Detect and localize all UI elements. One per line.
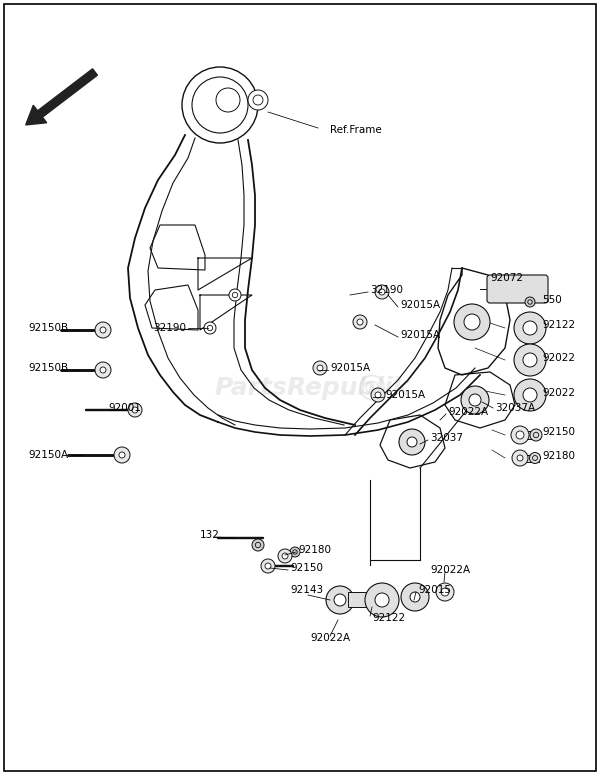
Text: 92150: 92150 <box>290 563 323 573</box>
Circle shape <box>469 394 481 406</box>
Circle shape <box>261 559 275 573</box>
Circle shape <box>530 453 541 463</box>
Circle shape <box>132 407 138 413</box>
Text: 92143: 92143 <box>290 585 323 595</box>
Circle shape <box>516 431 524 439</box>
Circle shape <box>365 583 399 617</box>
Text: 92122: 92122 <box>542 320 575 330</box>
Circle shape <box>204 322 216 334</box>
Text: 92072: 92072 <box>490 273 523 283</box>
Text: 92015A: 92015A <box>400 330 440 340</box>
Circle shape <box>514 379 546 411</box>
Circle shape <box>317 365 323 371</box>
Text: 92022A: 92022A <box>448 407 488 417</box>
Text: 92150B: 92150B <box>28 323 68 333</box>
Circle shape <box>514 312 546 344</box>
Circle shape <box>95 322 111 338</box>
FancyArrow shape <box>26 69 97 125</box>
Circle shape <box>517 455 523 461</box>
Bar <box>521 454 539 461</box>
Circle shape <box>278 549 292 563</box>
Circle shape <box>128 403 142 417</box>
Text: 92022A: 92022A <box>430 565 470 575</box>
Text: PartsRepublik: PartsRepublik <box>214 376 410 399</box>
Circle shape <box>256 542 260 548</box>
Circle shape <box>326 586 354 614</box>
Circle shape <box>441 588 449 596</box>
Text: 92022: 92022 <box>542 353 575 363</box>
Circle shape <box>454 304 490 340</box>
Circle shape <box>357 319 363 325</box>
Circle shape <box>114 447 130 463</box>
Text: 550: 550 <box>542 295 562 305</box>
Circle shape <box>182 67 258 143</box>
Circle shape <box>514 344 546 376</box>
Circle shape <box>252 539 264 551</box>
Text: 92150A: 92150A <box>28 450 68 460</box>
Text: 32037: 32037 <box>430 433 463 443</box>
Circle shape <box>232 292 238 298</box>
Text: 92022: 92022 <box>542 388 575 398</box>
Circle shape <box>119 452 125 458</box>
Text: 92150B: 92150B <box>28 363 68 373</box>
Circle shape <box>375 593 389 607</box>
Text: 132: 132 <box>200 530 220 540</box>
Circle shape <box>512 450 528 466</box>
Circle shape <box>375 285 389 299</box>
Circle shape <box>313 361 327 375</box>
Circle shape <box>290 547 300 557</box>
Circle shape <box>265 563 271 569</box>
Text: 92015: 92015 <box>418 585 451 595</box>
Circle shape <box>371 388 385 402</box>
Text: 92015A: 92015A <box>385 390 425 400</box>
Text: 92180: 92180 <box>298 545 331 555</box>
Bar <box>348 592 370 607</box>
Circle shape <box>334 594 346 606</box>
Circle shape <box>525 297 535 307</box>
Circle shape <box>407 437 417 447</box>
Circle shape <box>208 326 212 331</box>
Bar <box>520 431 540 439</box>
Circle shape <box>100 327 106 333</box>
Text: 32037A: 32037A <box>495 403 535 413</box>
Circle shape <box>192 77 248 133</box>
Circle shape <box>100 367 106 373</box>
Circle shape <box>379 289 385 295</box>
Circle shape <box>248 90 268 110</box>
Circle shape <box>533 456 538 460</box>
Circle shape <box>410 592 420 602</box>
Text: 92022A: 92022A <box>310 633 350 643</box>
Circle shape <box>293 549 297 554</box>
Circle shape <box>523 388 537 402</box>
Circle shape <box>353 315 367 329</box>
Text: 32190: 32190 <box>370 285 403 295</box>
Text: 92015A: 92015A <box>400 300 440 310</box>
Circle shape <box>523 353 537 367</box>
Circle shape <box>464 314 480 330</box>
Circle shape <box>461 386 489 414</box>
Text: Ref.Frame: Ref.Frame <box>330 125 382 135</box>
Circle shape <box>401 583 429 611</box>
Text: 92015A: 92015A <box>330 363 370 373</box>
Circle shape <box>95 362 111 378</box>
Text: 92122: 92122 <box>372 613 405 623</box>
Circle shape <box>533 432 539 438</box>
Circle shape <box>523 321 537 335</box>
Circle shape <box>375 392 381 398</box>
Circle shape <box>216 88 240 112</box>
Circle shape <box>436 583 454 601</box>
Circle shape <box>282 553 288 559</box>
Circle shape <box>399 429 425 455</box>
Text: 92150: 92150 <box>542 427 575 437</box>
FancyBboxPatch shape <box>487 275 548 303</box>
Circle shape <box>253 95 263 105</box>
Circle shape <box>229 289 241 301</box>
Circle shape <box>511 426 529 444</box>
Text: 32190: 32190 <box>153 323 186 333</box>
Text: 92001: 92001 <box>108 403 141 413</box>
Circle shape <box>528 300 532 305</box>
Circle shape <box>530 429 542 441</box>
Text: 92180: 92180 <box>542 451 575 461</box>
